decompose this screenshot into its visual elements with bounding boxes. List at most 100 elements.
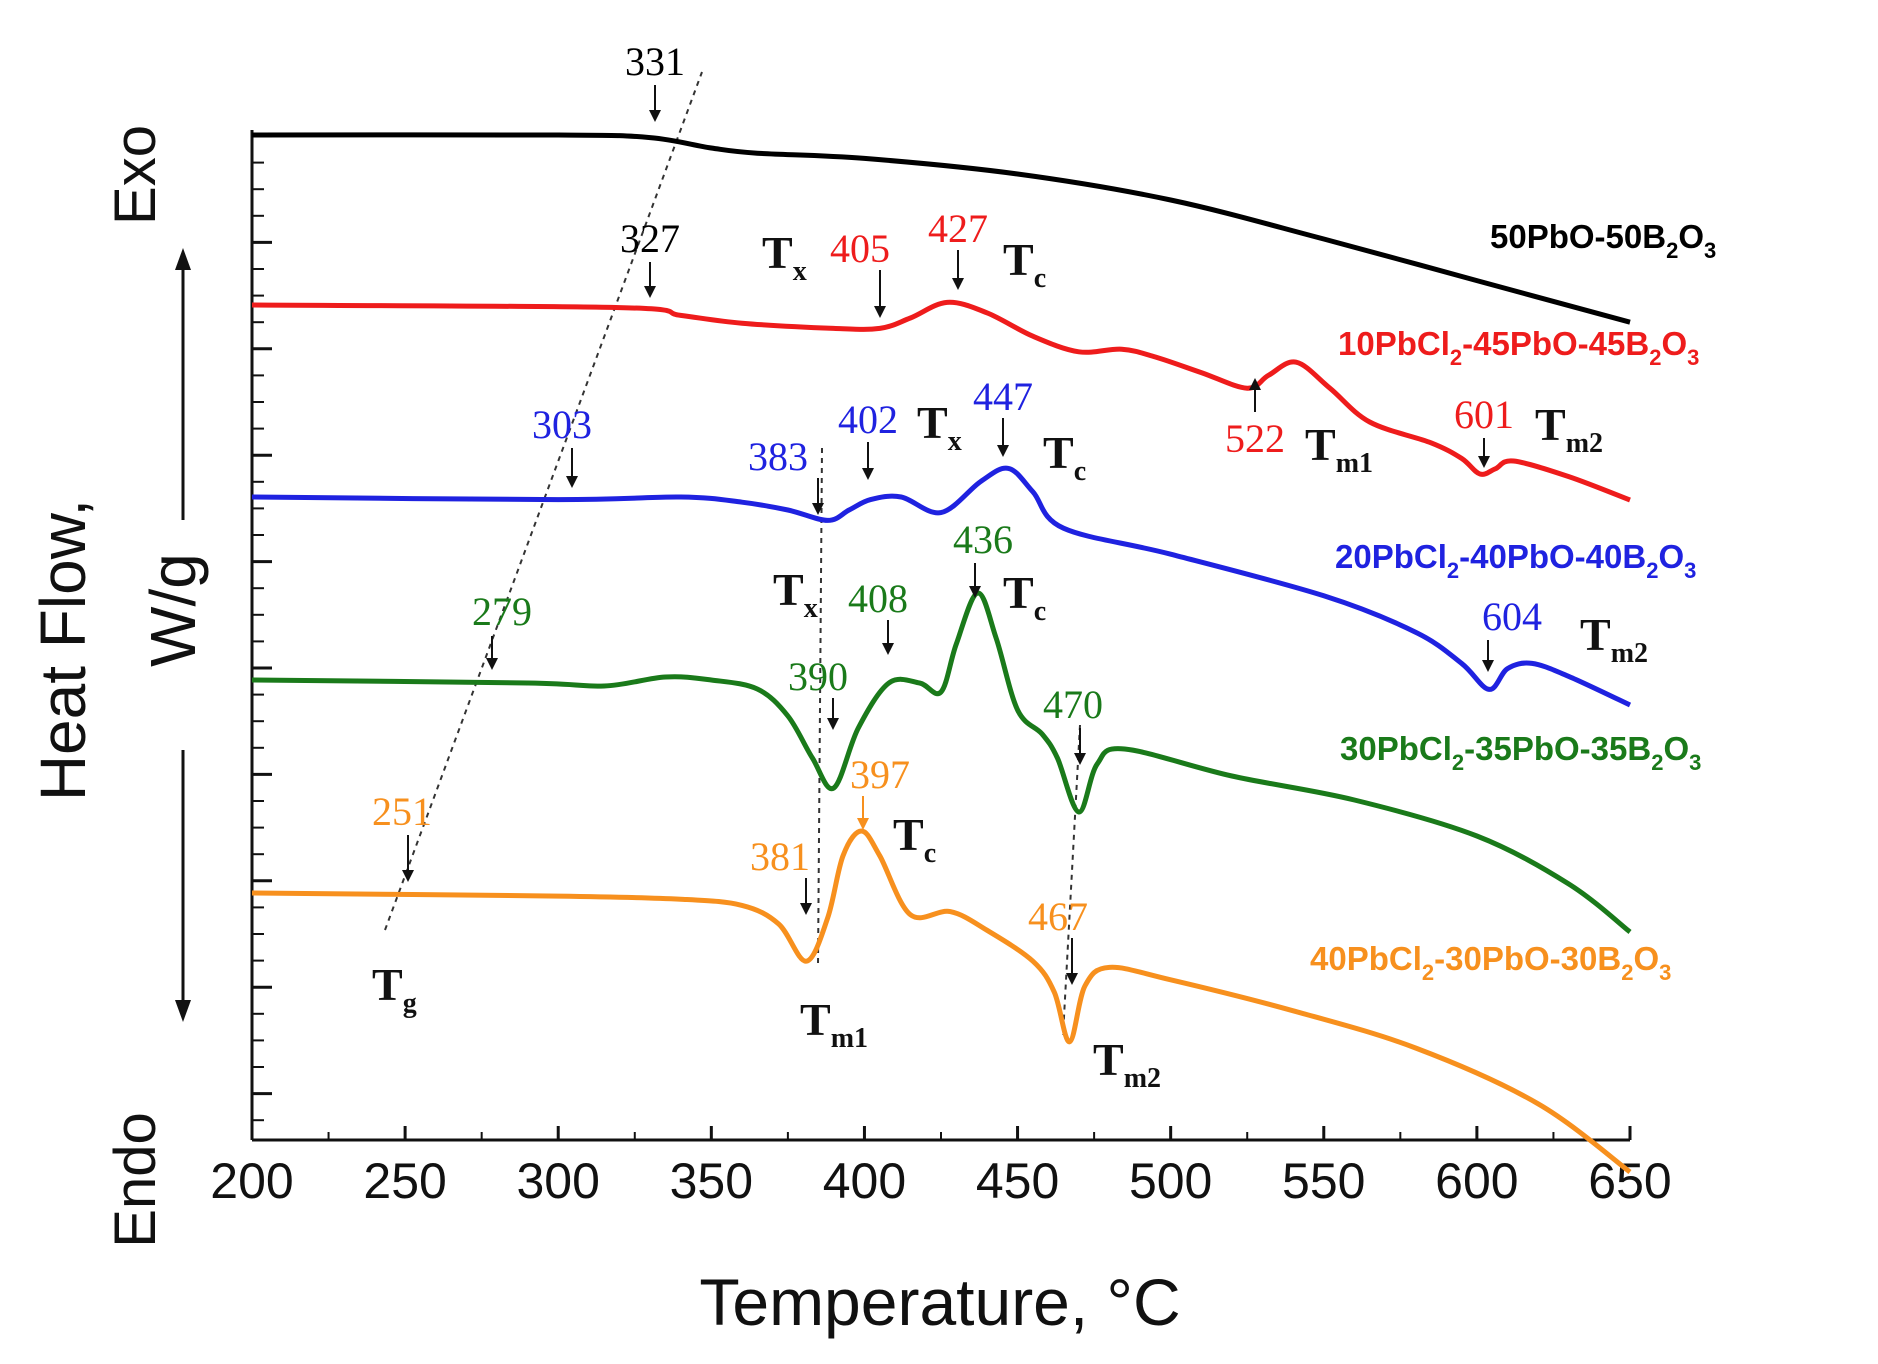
series-label-4-sub2: 2 [1621, 960, 1633, 985]
series-line-1 [251, 299, 1631, 503]
tm2-label-blue-sub: m2 [1611, 638, 1648, 669]
tm2-guide-line [1062, 724, 1081, 1036]
series-label-0: 50PbO-50B2O3 [1490, 218, 1716, 263]
tm2-label-red-sub: m2 [1566, 428, 1603, 459]
annotation-arrow-icon [1249, 378, 1261, 390]
annotation-arrow-icon [857, 818, 869, 830]
annotation-427: 427 [928, 206, 988, 251]
exo-label: Exo [103, 125, 168, 225]
annotation-327: 327 [620, 216, 680, 261]
series-label-3-tail2: O [1663, 730, 1689, 767]
annotation-522: 522 [1225, 416, 1285, 461]
annotations: 331 327 405 427 522 601 303 383 402 447 … [372, 39, 1542, 985]
series-line-2 [251, 465, 1632, 708]
tc-label-orange: Tc [893, 809, 936, 869]
annotation-arrow-icon [862, 468, 874, 480]
x-axis-title: Temperature, °C [699, 1265, 1180, 1339]
axes: 200 250 300 350 400 450 500 550 600 650 [210, 130, 1672, 1209]
annotation-arrow-icon [812, 503, 824, 515]
series-label-1-sub: 2 [1450, 345, 1462, 370]
tm1-label-red: Tm1 [1305, 419, 1373, 479]
y-axis-title-line2: W/g [137, 553, 209, 667]
x-tick-label-400: 400 [823, 1153, 906, 1209]
annotation-303: 303 [532, 402, 592, 447]
tg-label-T: T [372, 959, 403, 1010]
annotation-408: 408 [848, 576, 908, 621]
x-tick-label-650: 650 [1588, 1153, 1671, 1209]
series-label-1-tail: -45PbO-45B [1462, 325, 1649, 362]
y-axis-title-line1: Heat Flow, [27, 499, 99, 801]
endo-arrow-icon [175, 1000, 191, 1022]
tc-label-blue-T: T [1043, 427, 1074, 478]
series-label-1: 10PbCl2-45PbO-45B2O3 [1338, 325, 1699, 370]
tm2-label-bottom: Tm2 [1093, 1034, 1161, 1094]
guide-lines [384, 71, 1081, 1036]
tx-label-red: Tx [762, 227, 807, 287]
annotation-331: 331 [625, 39, 685, 84]
annotation-436: 436 [953, 517, 1013, 562]
tc-label-red-sub: c [1034, 263, 1046, 294]
annotation-arrow-icon [952, 278, 964, 290]
annotation-arrow-icon [402, 870, 414, 882]
annotation-383: 383 [748, 434, 808, 479]
annotation-arrow-icon [874, 306, 886, 318]
annotation-arrow-icon [486, 658, 498, 670]
tc-label-blue-sub: c [1074, 456, 1086, 487]
transition-labels: Tx Tc Tm1 Tm2 Tx Tc Tm2 Tx Tc Tc Tg Tm1 … [372, 227, 1648, 1094]
series-label-0-sub2: 3 [1704, 238, 1716, 263]
endo-label: Endo [103, 1112, 168, 1247]
series-labels: 50PbO-50B2O3 10PbCl2-45PbO-45B2O3 20PbCl… [1310, 218, 1716, 985]
tg-guide-line [384, 71, 703, 931]
series-label-4-sub3: 3 [1659, 960, 1671, 985]
x-tick-label-500: 500 [1129, 1153, 1212, 1209]
annotation-447: 447 [973, 374, 1033, 419]
tx-label-green-T: T [773, 564, 804, 615]
series-label-0-main: 50PbO-50B [1490, 218, 1666, 255]
annotation-arrow-icon [1478, 456, 1490, 468]
tm1-label-red-sub: m1 [1336, 448, 1373, 479]
tm2-label-red: Tm2 [1535, 399, 1603, 459]
tx-label-blue-T: T [917, 397, 948, 448]
annotation-381: 381 [750, 834, 810, 879]
annotation-405: 405 [830, 226, 890, 271]
annotation-390: 390 [788, 654, 848, 699]
annotation-arrows [402, 85, 1494, 985]
annotation-arrow-icon [566, 476, 578, 488]
series-label-3-sub: 2 [1452, 750, 1464, 775]
x-tick-label-600: 600 [1435, 1153, 1518, 1209]
annotation-arrow-icon [969, 586, 981, 598]
series-label-4-tail: -30PbO-30B [1434, 940, 1621, 977]
series-label-3: 30PbCl2-35PbO-35B2O3 [1340, 730, 1701, 775]
tc-label-green-T: T [1003, 567, 1034, 618]
annotation-601: 601 [1454, 392, 1514, 437]
x-tick-label-550: 550 [1282, 1153, 1365, 1209]
series-label-3-tail: -35PbO-35B [1464, 730, 1651, 767]
series-label-2-tail2: O [1658, 538, 1684, 575]
tm1-label-bottom-sub: m1 [831, 1023, 868, 1054]
series-label-1-tail2: O [1661, 325, 1687, 362]
annotation-arrow-icon [997, 445, 1009, 457]
tc-label-blue: Tc [1043, 427, 1086, 487]
annotation-arrow-icon [827, 718, 839, 730]
x-tick-label-300: 300 [517, 1153, 600, 1209]
tx-label-green-sub: x [804, 593, 818, 624]
tx-label-green: Tx [773, 564, 818, 624]
x-tick-label-450: 450 [976, 1153, 1059, 1209]
series-label-4-tail2: O [1633, 940, 1659, 977]
curves [251, 132, 1632, 1175]
series-label-2-tail: -40PbO-40B [1459, 538, 1646, 575]
y-axis-title-group: Heat Flow, W/g Exo Endo [27, 125, 209, 1248]
series-label-0-sub: 2 [1666, 238, 1678, 263]
tc-label-green: Tc [1003, 567, 1046, 627]
tx-label-blue: Tx [917, 397, 962, 457]
tg-label-sub: g [403, 988, 417, 1019]
tx-label-blue-sub: x [948, 426, 962, 457]
tm1-label-bottom: Tm1 [800, 994, 868, 1054]
tc-label-red: Tc [1003, 234, 1046, 294]
series-line-3 [251, 590, 1632, 934]
x-ticks: 200 250 300 350 400 450 500 550 600 650 [210, 1126, 1672, 1209]
series-label-2-sub2: 2 [1646, 558, 1658, 583]
annotation-467: 467 [1028, 894, 1088, 939]
tx-label-red-T: T [762, 227, 793, 278]
